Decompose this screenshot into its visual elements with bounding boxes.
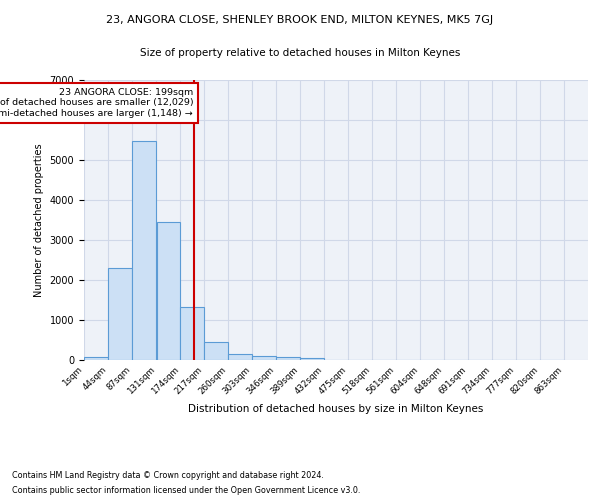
Bar bbox=[84, 357, 108, 360]
Bar bbox=[181, 307, 204, 360]
Text: 23, ANGORA CLOSE, SHENLEY BROOK END, MILTON KEYNES, MK5 7GJ: 23, ANGORA CLOSE, SHENLEY BROOK END, MIL… bbox=[106, 15, 494, 25]
Text: Size of property relative to detached houses in Milton Keynes: Size of property relative to detached ho… bbox=[140, 48, 460, 58]
Bar bbox=[300, 358, 324, 360]
Bar bbox=[276, 357, 300, 360]
Text: Contains public sector information licensed under the Open Government Licence v3: Contains public sector information licen… bbox=[12, 486, 361, 495]
Text: 23 ANGORA CLOSE: 199sqm
← 91% of detached houses are smaller (12,029)
9% of semi: 23 ANGORA CLOSE: 199sqm ← 91% of detache… bbox=[0, 88, 193, 118]
Text: Contains HM Land Registry data © Crown copyright and database right 2024.: Contains HM Land Registry data © Crown c… bbox=[12, 471, 324, 480]
Bar bbox=[132, 141, 156, 360]
Bar bbox=[229, 354, 252, 360]
Bar bbox=[205, 342, 228, 360]
Bar bbox=[157, 222, 180, 360]
Bar bbox=[253, 356, 276, 360]
X-axis label: Distribution of detached houses by size in Milton Keynes: Distribution of detached houses by size … bbox=[188, 404, 484, 414]
Bar bbox=[108, 268, 132, 360]
Y-axis label: Number of detached properties: Number of detached properties bbox=[34, 143, 44, 297]
